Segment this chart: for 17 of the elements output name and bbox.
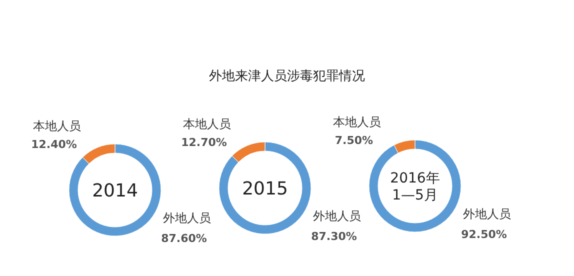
data-label: 87.60% — [161, 232, 207, 245]
data-label: 12.70% — [181, 136, 227, 149]
slice-label: 本地人员 — [333, 115, 381, 129]
text: 2014 — [92, 180, 138, 202]
data-label: 12.40% — [31, 138, 77, 151]
slice-label: 外地人员 — [313, 209, 361, 223]
data-label: 7.50% — [334, 134, 374, 147]
slice-label: 本地人员 — [33, 119, 81, 133]
data-label: 87.30% — [311, 230, 357, 243]
text: 2016年 — [390, 170, 440, 186]
slice-label: 本地人员 — [183, 117, 231, 131]
slice-label: 外地人员 — [163, 211, 211, 225]
text: 外地来津人员涉毒犯罪情况 — [209, 69, 365, 84]
slice-label: 外地人员 — [463, 207, 511, 221]
data-label: 92.50% — [461, 228, 507, 241]
text: 1—5月 — [392, 187, 438, 204]
text: 2015 — [242, 178, 288, 200]
